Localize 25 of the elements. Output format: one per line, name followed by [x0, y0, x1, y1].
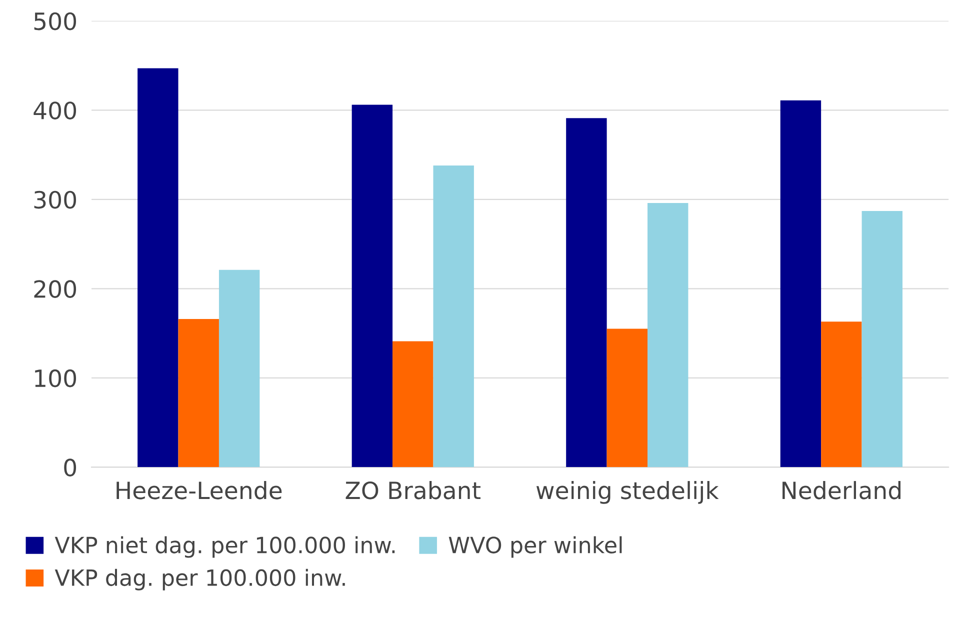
legend-label: VKP niet dag. per 100.000 inw. — [54, 536, 395, 558]
legend-label: VKP dag. per 100.000 inw. — [54, 568, 345, 590]
x-tick-label: Heeze-Leende — [116, 481, 282, 500]
y-tick-label: 200 — [34, 280, 76, 298]
bar — [821, 322, 862, 468]
bar — [648, 202, 688, 468]
x-tick-label: weinig stedelijk — [536, 481, 719, 504]
bar — [566, 118, 607, 468]
legend-label: WVO per winkel — [448, 536, 622, 558]
x-tick-label: Nederland — [782, 481, 900, 500]
y-tick-label: 100 — [35, 369, 76, 388]
bar — [218, 270, 260, 468]
bar — [352, 104, 393, 468]
bar — [433, 165, 474, 468]
bar — [780, 100, 822, 468]
bar — [138, 68, 178, 468]
x-tick-label: ZO Brabant — [346, 481, 480, 500]
y-tick-label: 300 — [34, 190, 76, 209]
bar — [862, 211, 902, 468]
y-tick-label: 0 — [64, 458, 76, 476]
y-tick-label: 400 — [34, 102, 76, 120]
y-tick-label: 500 — [34, 12, 76, 30]
bar — [392, 341, 434, 468]
bar — [178, 318, 219, 468]
bar — [606, 328, 648, 468]
